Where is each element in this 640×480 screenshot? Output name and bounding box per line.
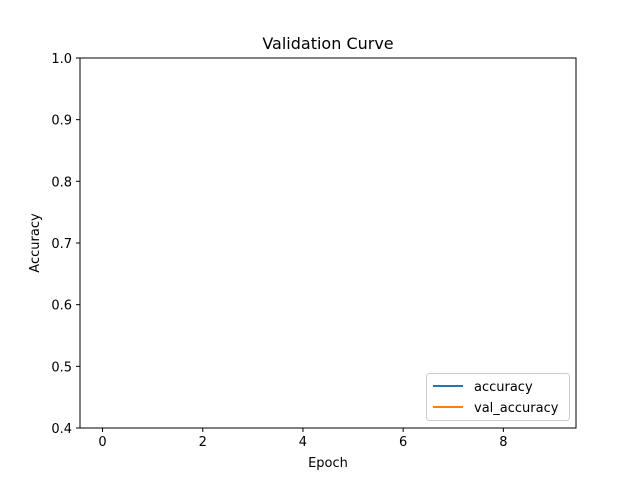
y-tick-label: 0.5 (51, 360, 72, 375)
y-axis-label: Accuracy (28, 213, 43, 273)
y-tick-label: 1.0 (51, 52, 72, 67)
x-tick-label: 4 (299, 435, 307, 450)
x-axis-ticks: 0 2 4 6 8 (98, 428, 507, 450)
y-tick-label: 0.9 (51, 114, 72, 129)
legend: accuracy val_accuracy (426, 373, 570, 421)
x-tick-label: 2 (199, 435, 207, 450)
y-tick-label: 0.7 (51, 237, 72, 252)
y-tick-label: 0.8 (51, 175, 72, 190)
x-tick-label: 8 (499, 435, 507, 450)
plot-area (79, 57, 577, 429)
y-axis-ticks: 0.4 0.5 0.6 0.7 0.8 0.9 1.0 (51, 52, 80, 437)
legend-label-accuracy: accuracy (474, 380, 533, 395)
x-axis-label: Epoch (308, 456, 348, 471)
legend-label-val-accuracy: val_accuracy (474, 401, 559, 416)
x-tick-label: 0 (98, 435, 106, 450)
axes-frame (79, 57, 577, 429)
y-tick-label: 0.4 (51, 422, 72, 437)
y-tick-label: 0.6 (51, 299, 72, 314)
chart-title: Validation Curve (262, 34, 393, 53)
x-tick-label: 6 (399, 435, 407, 450)
